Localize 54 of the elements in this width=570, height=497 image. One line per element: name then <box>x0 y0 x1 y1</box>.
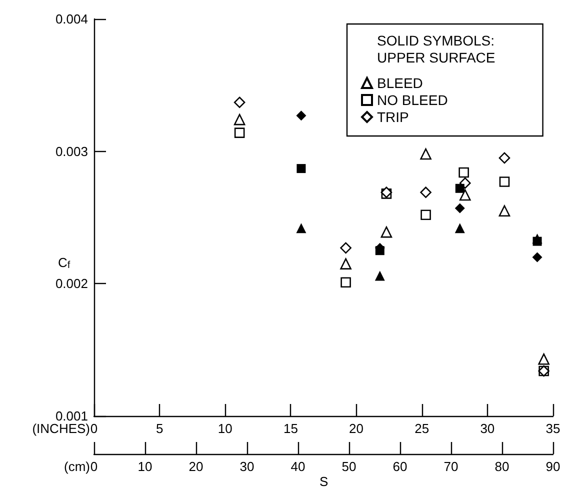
point <box>234 114 246 126</box>
x2-tick-label: 0 <box>90 459 98 474</box>
point <box>420 148 432 160</box>
x-tick-label: 25 <box>414 421 430 436</box>
x2-tick-label: 60 <box>392 459 408 474</box>
point <box>420 186 432 198</box>
point <box>420 210 431 220</box>
point <box>234 128 245 138</box>
y-tick-label: 0.001 <box>55 408 88 424</box>
x2-tick-label: 20 <box>188 459 204 474</box>
x-tick-label: 5 <box>156 421 164 436</box>
point <box>455 184 464 193</box>
x2-tick-label: 70 <box>444 459 458 474</box>
x-tick-label: 10 <box>218 421 232 436</box>
x-tick-label: 20 <box>349 421 364 436</box>
point <box>459 189 471 201</box>
x2-tick-label: 50 <box>342 459 356 474</box>
x-tick-label: 30 <box>480 421 495 436</box>
point <box>498 205 510 217</box>
x-axis-title: S <box>320 474 328 489</box>
text: (cm) <box>64 459 90 474</box>
point <box>374 270 385 281</box>
point <box>532 236 542 246</box>
legend-label: BLEED <box>377 75 423 91</box>
point <box>296 110 306 121</box>
x2-tick-label: 80 <box>494 459 510 474</box>
point <box>532 252 542 262</box>
y-tick-label: 0.003 <box>55 144 88 159</box>
point <box>296 164 306 174</box>
point <box>234 96 246 108</box>
point <box>458 167 469 178</box>
y-tick-label: 0.002 <box>55 276 88 292</box>
legend-label: TRIP <box>377 109 409 125</box>
legend-label: NO BLEED <box>377 92 448 108</box>
point <box>340 258 352 270</box>
x2-tick-label: 30 <box>240 459 254 474</box>
x2-tick-label: 40 <box>290 459 306 474</box>
point <box>454 203 465 214</box>
x-tick-label: 35 <box>546 421 560 436</box>
point <box>454 223 465 234</box>
point <box>498 152 510 164</box>
point <box>499 176 510 187</box>
x-tick-label: 15 <box>283 421 298 436</box>
x2-tick-label: 90 <box>546 459 560 474</box>
point <box>380 226 392 238</box>
point <box>296 223 306 234</box>
point <box>340 277 351 288</box>
y-tick-label: 0.004 <box>55 12 88 26</box>
point <box>538 353 550 365</box>
legend-title: SOLID SYMBOLS: UPPER SURFACE <box>377 32 496 66</box>
x2-tick-label: 10 <box>138 459 152 474</box>
point <box>340 242 352 254</box>
text: (INCHES) <box>32 421 90 436</box>
x-tick-label: 0 <box>90 421 98 436</box>
